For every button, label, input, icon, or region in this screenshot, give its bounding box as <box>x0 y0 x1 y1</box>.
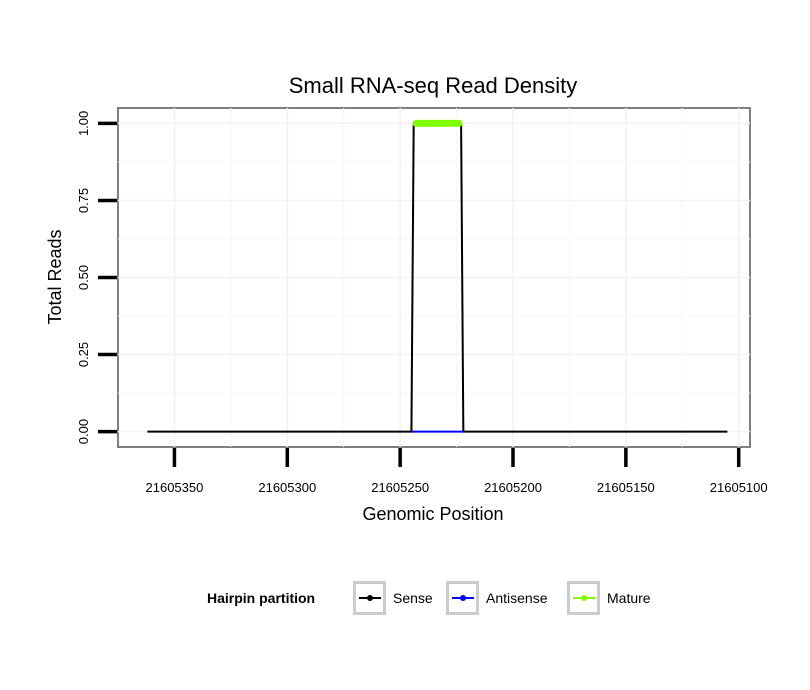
y-axis: 0.00 0.25 0.50 0.75 1.00 <box>76 111 117 444</box>
x-tick-label: 21605200 <box>484 480 542 495</box>
grid-minor <box>118 108 750 447</box>
legend-label-mature: Mature <box>607 590 651 606</box>
y-tick-label: 0.00 <box>76 419 91 444</box>
y-tick-label: 0.75 <box>76 188 91 213</box>
y-tick-label: 0.50 <box>76 265 91 290</box>
chart-title: Small RNA-seq Read Density <box>289 73 578 98</box>
x-tick-label: 21605150 <box>597 480 655 495</box>
series-layer <box>147 119 728 433</box>
legend-title: Hairpin partition <box>207 590 315 606</box>
x-tick-label: 21605250 <box>371 480 429 495</box>
x-tick-label: 21605100 <box>710 480 768 495</box>
legend-label-antisense: Antisense <box>486 590 548 606</box>
x-axis-title: Genomic Position <box>362 504 503 524</box>
y-axis-title: Total Reads <box>45 229 65 324</box>
legend-key-point <box>581 595 587 601</box>
x-tick-label: 21605300 <box>258 480 316 495</box>
y-tick-label: 0.25 <box>76 342 91 367</box>
legend-label-sense: Sense <box>393 590 433 606</box>
x-axis: 21605350 21605300 21605250 21605200 21605150… <box>146 448 768 495</box>
legend: Hairpin partition Sense Antisense Mature <box>207 581 651 615</box>
legend-key-point <box>367 595 373 601</box>
legend-key-point <box>460 595 466 601</box>
y-tick-label: 1.00 <box>76 111 91 136</box>
x-tick-label: 21605350 <box>146 480 204 495</box>
